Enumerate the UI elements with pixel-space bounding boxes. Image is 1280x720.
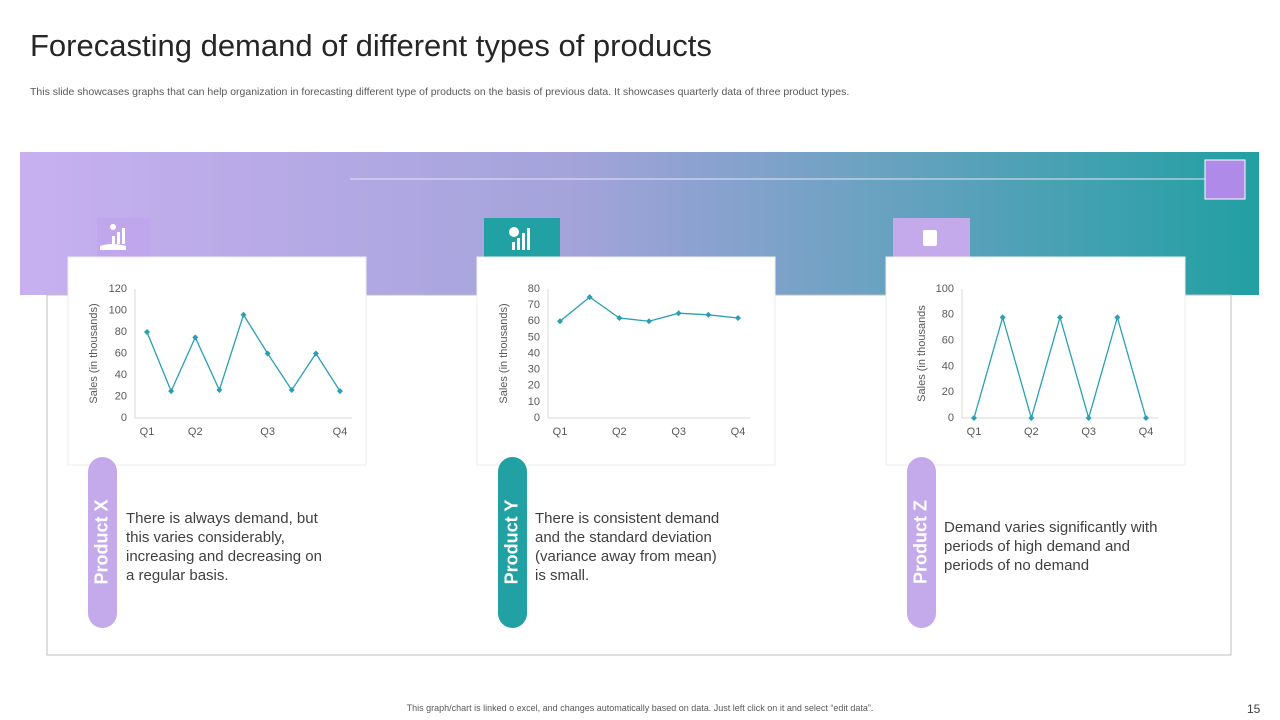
point [646, 318, 652, 325]
y-tick-label: 0 [121, 412, 127, 424]
icon [923, 230, 937, 246]
y-tick-label: 60 [528, 315, 540, 327]
x-tick-label: Q3 [1081, 426, 1096, 438]
y-axis-label: Sales (in thousands [916, 305, 928, 402]
product-name: Product Z [910, 500, 930, 584]
x-tick-label: Q3 [260, 426, 275, 438]
point [240, 311, 247, 318]
point [735, 315, 741, 322]
y-tick-label: 40 [942, 360, 954, 372]
chart-card [885, 256, 1186, 466]
point [1028, 415, 1035, 421]
point [557, 318, 563, 325]
x-tick-label: Q2 [612, 426, 627, 438]
y-tick-label: 20 [942, 386, 954, 398]
y-tick-label: 50 [528, 331, 540, 343]
x-tick-label: Q2 [1024, 426, 1039, 438]
x-tick-label: Q4 [333, 426, 348, 438]
y-tick-label: 80 [942, 309, 954, 321]
x-tick-label: Q1 [967, 426, 982, 438]
point [1114, 314, 1121, 321]
y-tick-label: 120 [109, 283, 127, 295]
y-tick-label: 30 [528, 364, 540, 376]
title: Forecasting demand of different types of… [30, 28, 712, 63]
corner-square [1204, 159, 1246, 200]
x-tick-label: Q1 [553, 426, 568, 438]
point [216, 387, 223, 394]
y-tick-label: 20 [528, 380, 540, 392]
point [1143, 415, 1149, 421]
subtitle: This slide showcases graphs that can hel… [30, 86, 850, 98]
point [1057, 314, 1063, 321]
x-tick-label: Q1 [140, 426, 155, 438]
product-pill [88, 457, 117, 628]
y-tick-label: 70 [528, 299, 540, 311]
product-name: Product Y [501, 500, 521, 585]
point [144, 329, 150, 335]
product-description: There is always demand, but this varies … [126, 510, 322, 584]
point [999, 314, 1006, 321]
y-tick-label: 40 [528, 347, 540, 359]
y-tick-label: 0 [948, 412, 954, 424]
point [705, 311, 712, 318]
product-name: Product X [91, 499, 111, 584]
point [1085, 415, 1092, 421]
x-tick-label: Q2 [188, 426, 203, 438]
y-axis-label: Sales (in thousands) [498, 303, 510, 403]
product-description: There is consistent demand and the stand… [535, 510, 720, 584]
y-tick-label: 0 [534, 412, 540, 424]
y-tick-label: 80 [528, 283, 540, 295]
x-tick-label: Q4 [1139, 426, 1154, 438]
point [168, 388, 175, 395]
footer: This graph/chart is linked o excel, and … [406, 703, 874, 713]
y-tick-label: 20 [115, 390, 127, 402]
y-tick-label: 60 [115, 347, 127, 359]
point [675, 310, 682, 317]
x-tick-label: Q4 [731, 426, 746, 438]
chart-card [67, 256, 367, 466]
y-tick-label: 100 [109, 304, 127, 316]
y-tick-label: 40 [115, 369, 127, 381]
product-pill [498, 457, 527, 628]
y-tick-label: 60 [942, 335, 954, 347]
y-tick-label: 80 [115, 326, 127, 338]
point [192, 334, 199, 341]
point [337, 388, 343, 395]
x-tick-label: Q3 [671, 426, 686, 438]
chart-card [476, 256, 776, 466]
point [312, 350, 319, 357]
y-axis-label: Sales (in thousands) [88, 303, 100, 403]
y-tick-label: 10 [528, 396, 540, 408]
icon [100, 224, 126, 250]
y-tick-label: 100 [936, 283, 954, 295]
product-description: Demand varies significantly with periods… [944, 519, 1158, 574]
point [616, 315, 623, 322]
point [288, 387, 295, 394]
product-pill [907, 457, 936, 628]
point [586, 294, 593, 301]
icon [509, 227, 530, 250]
point [264, 350, 271, 357]
page-number: 15 [1247, 702, 1261, 716]
point [971, 415, 977, 421]
